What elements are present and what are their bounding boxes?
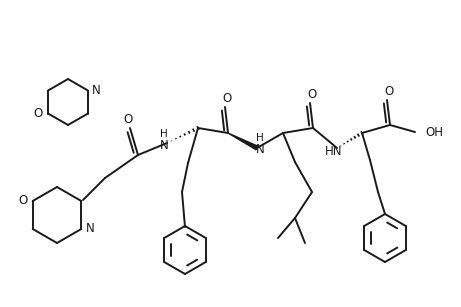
Text: O: O [307,87,317,100]
Polygon shape [228,133,258,150]
Text: O: O [124,112,133,126]
Text: H: H [160,129,168,139]
Text: O: O [18,195,28,208]
Text: O: O [222,91,231,104]
Text: N: N [92,84,100,97]
Text: O: O [384,84,394,98]
Text: N: N [256,142,264,156]
Text: H: H [256,133,264,143]
Text: HN: HN [325,145,343,157]
Text: OH: OH [425,126,443,138]
Text: N: N [160,138,168,151]
Text: N: N [86,223,95,235]
Text: O: O [34,107,43,120]
